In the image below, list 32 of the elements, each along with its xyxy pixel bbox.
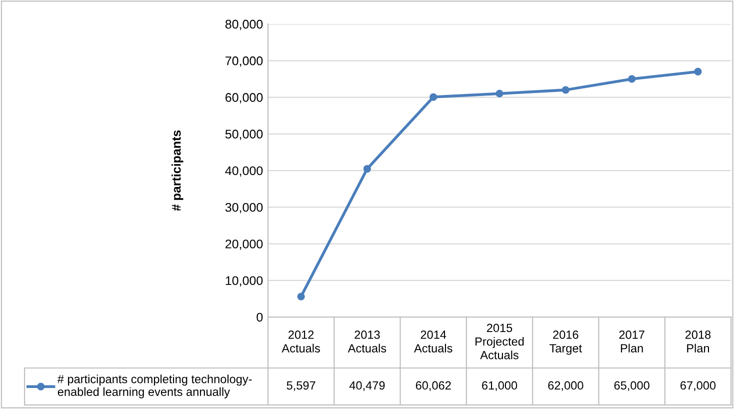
x-tick-label: 2018 Plan: [685, 330, 711, 352]
y-tick-label: 70,000: [226, 56, 263, 67]
y-tick-label: 20,000: [226, 240, 263, 250]
text: 40,479: [349, 381, 385, 392]
text: 67,000: [680, 381, 716, 392]
x-tick-label: 2012 Actuals: [282, 330, 320, 352]
y-tick-label: 80,000: [225, 20, 263, 30]
y-tick-label: 40,000: [225, 166, 263, 177]
point: [297, 292, 305, 300]
point: [430, 93, 438, 101]
x-tick-label: 2016 Target: [550, 330, 582, 355]
point: [694, 68, 702, 76]
point: [363, 164, 372, 173]
y-tick-label: 10,000: [226, 276, 263, 287]
y-tick-label: 60,000: [226, 93, 263, 104]
x-tick-label: 2014 Actuals: [414, 330, 452, 352]
text: 60,062: [416, 381, 451, 392]
point: [628, 75, 636, 83]
y-tick-label: 50,000: [225, 130, 263, 140]
x-tick-label: 2017 Plan: [619, 330, 644, 352]
y-tick-label: 30,000: [225, 202, 263, 214]
text: 61,000: [482, 381, 518, 392]
x-tick-label: 2015 Projected Actuals: [476, 324, 524, 360]
point: [562, 86, 570, 94]
point: [496, 90, 504, 98]
y-tick-label: 0: [256, 312, 263, 322]
text: 5,597: [286, 381, 316, 392]
legend-label: # participants completing technology- enabled learning events annually: [57, 374, 252, 398]
x-tick-label: 2013 Actuals: [348, 330, 386, 352]
y-axis-title: # participants: [172, 130, 184, 211]
text: 65,000: [614, 381, 650, 392]
text: 62,000: [548, 381, 584, 392]
